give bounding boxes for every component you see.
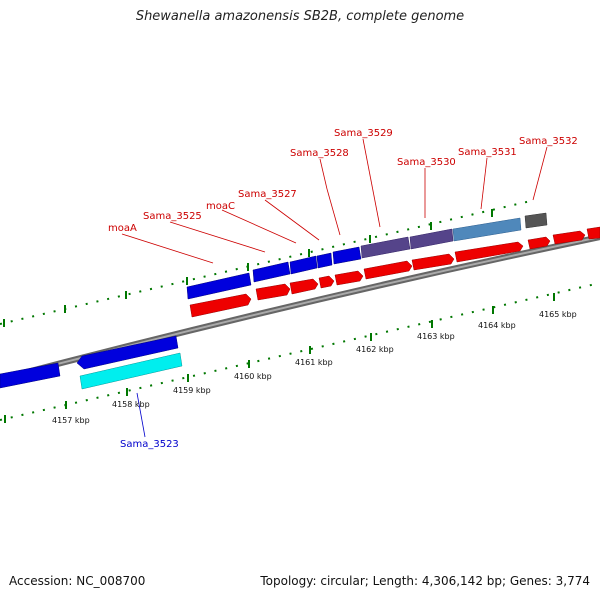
- scale-label-4162: 4162 kbp: [356, 345, 394, 354]
- scale-label-4160: 4160 kbp: [234, 372, 272, 381]
- gene-label-sama-3528: Sama_3528: [290, 148, 349, 159]
- gene-label-moaC: moaC: [206, 201, 235, 212]
- scale-label-4163: 4163 kbp: [417, 332, 455, 341]
- major-ticks: [3, 209, 555, 423]
- scale-label-4165: 4165 kbp: [539, 310, 577, 319]
- gene-label-sama-3527: Sama_3527: [238, 189, 297, 200]
- forward-cds-track: [189, 226, 600, 318]
- genome-summary-text: Topology: circular; Length: 4,306,142 bp…: [260, 574, 590, 588]
- gene-label-sama-3530: Sama_3530: [397, 157, 456, 168]
- scale-labels: 4157 kbp 4158 kbp 4159 kbp 4160 kbp 4161…: [52, 310, 577, 425]
- gene-label-sama-3531: Sama_3531: [458, 147, 517, 158]
- scale-label-4158: 4158 kbp: [112, 400, 150, 409]
- reverse-cds-track: [186, 212, 548, 300]
- scale-label-4164: 4164 kbp: [478, 321, 516, 330]
- scale-label-4159: 4159 kbp: [173, 386, 211, 395]
- gene-labels: moaA Sama_3525 moaC Sama_3527 Sama_3528 …: [108, 128, 578, 450]
- label-leaders: [121, 138, 548, 438]
- gene-label-sama-3523: Sama_3523: [120, 439, 179, 450]
- scale-label-4161: 4161 kbp: [295, 358, 333, 367]
- gene-label-sama-3529: Sama_3529: [334, 128, 393, 139]
- gene-label-sama-3525: Sama_3525: [143, 211, 202, 222]
- accession-text: Accession: NC_008700: [9, 574, 146, 588]
- gene-label-moaA: moaA: [108, 223, 137, 234]
- outer-tick-ring: [0, 199, 536, 325]
- map-title: Shewanella amazonensis SB2B, complete ge…: [135, 9, 465, 24]
- reverse-cds-lower: [0, 335, 183, 390]
- scale-label-4157: 4157 kbp: [52, 416, 90, 425]
- gene-label-sama-3532: Sama_3532: [519, 136, 578, 147]
